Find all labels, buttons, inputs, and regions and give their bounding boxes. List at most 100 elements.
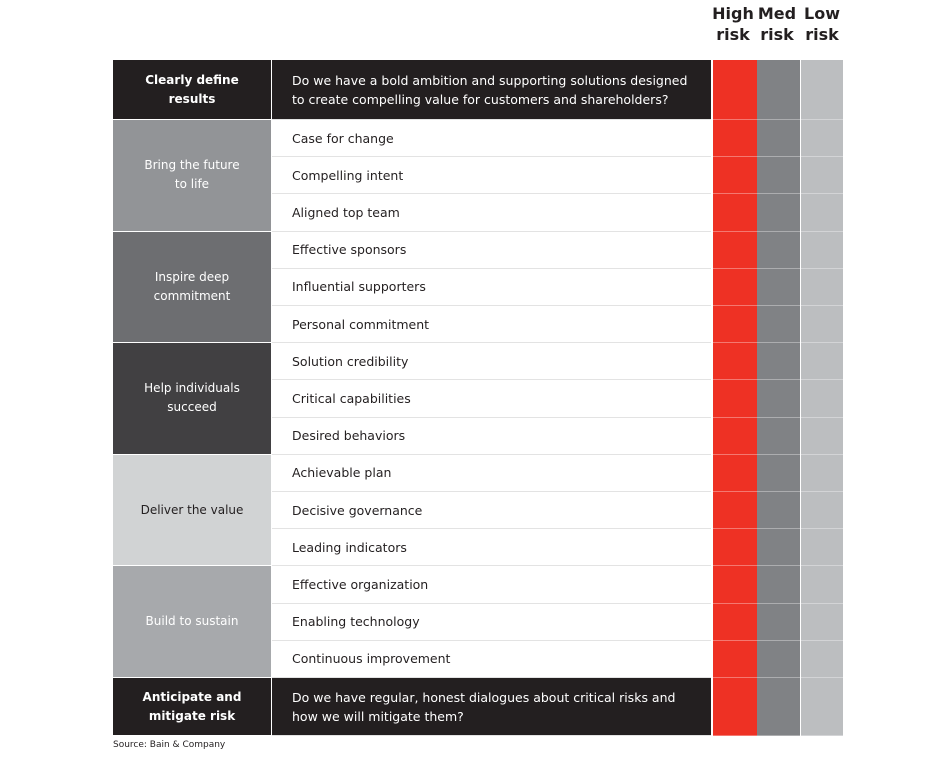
risk-cell-low: [801, 417, 843, 455]
risk-cell-low: [801, 231, 843, 269]
bottom-label-text: Anticipate and mitigate risk: [142, 689, 242, 723]
source-note: Source: Bain & Company: [113, 740, 226, 750]
risk-cell-low: [801, 492, 843, 530]
risk-cell-high: [713, 306, 757, 344]
header-low-risk: Low risk: [804, 4, 840, 44]
risk-cell-low: [801, 343, 843, 381]
criterion-row: Influential supporters: [272, 269, 711, 306]
risk-cell-med: [757, 306, 800, 344]
risk-cell-med: [757, 231, 800, 269]
criterion-row-text: Critical capabilities: [292, 390, 411, 406]
risk-cell-med: [757, 268, 800, 306]
risk-cell-med: [757, 60, 800, 120]
group-label: Build to sustain: [113, 566, 271, 678]
criterion-row-text: Effective organization: [292, 576, 429, 592]
risk-cell-high: [713, 492, 757, 530]
top-label: Clearly define results: [113, 60, 271, 120]
criterion-row-text: Influential supporters: [292, 279, 426, 295]
risk-cell-high: [713, 603, 757, 641]
group-label-text: Inspire deep commitment: [153, 269, 231, 303]
risk-cell-med: [757, 678, 800, 736]
risk-cell-low: [801, 60, 843, 120]
risk-cell-med: [757, 120, 800, 158]
risk-cell-high: [713, 529, 757, 567]
risk-cell-high: [713, 454, 757, 492]
criterion-row: Decisive governance: [272, 492, 711, 530]
criterion-row: Enabling technology: [272, 604, 711, 641]
criterion-row: Continuous improvement: [272, 641, 711, 678]
header-high-risk: High risk: [712, 4, 754, 44]
risk-cell-med: [757, 157, 800, 195]
criterion-row-text: Decisive governance: [292, 502, 423, 518]
criterion-row-text: Desired behaviors: [292, 428, 406, 444]
risk-cell-low: [801, 268, 843, 306]
bottom-question: Do we have regular, honest dialogues abo…: [272, 678, 711, 736]
risk-cell-low: [801, 120, 843, 158]
group-label: Deliver the value: [113, 454, 271, 567]
risk-cell-med: [757, 380, 800, 418]
criterion-row: Aligned top team: [272, 194, 711, 232]
risk-cell-high: [713, 268, 757, 306]
criterion-row-text: Continuous improvement: [292, 651, 451, 667]
top-question: Do we have a bold ambition and supportin…: [272, 60, 711, 120]
criterion-row-text: Compelling intent: [292, 167, 404, 183]
risk-cell-high: [713, 417, 757, 455]
group-label-text: Build to sustain: [145, 614, 239, 629]
criterion-row: Effective organization: [272, 566, 711, 604]
criterion-row: Achievable plan: [272, 455, 711, 492]
criterion-row: Personal commitment: [272, 306, 711, 344]
risk-cell-med: [757, 529, 800, 567]
criterion-row-text: Effective sponsors: [292, 242, 407, 258]
top-question-text: Do we have a bold ambition and supportin…: [292, 72, 688, 107]
criterion-row-text: Leading indicators: [292, 539, 407, 555]
top-label-text: Clearly define results: [145, 72, 239, 106]
risk-cell-high: [713, 157, 757, 195]
risk-cell-low: [801, 640, 843, 678]
risk-cell-med: [757, 417, 800, 455]
risk-cell-med: [757, 566, 800, 604]
header-med-risk: Med risk: [757, 4, 797, 44]
risk-cell-med: [757, 454, 800, 492]
criterion-row-text: Achievable plan: [292, 465, 392, 481]
risk-cell-high: [713, 231, 757, 269]
risk-cell-high: [713, 194, 757, 232]
criterion-row-text: Case for change: [292, 130, 394, 146]
risk-cell-low: [801, 454, 843, 492]
criterion-row: Solution credibility: [272, 343, 711, 381]
risk-cell-low: [801, 529, 843, 567]
risk-cell-low: [801, 603, 843, 641]
risk-cell-med: [757, 492, 800, 530]
risk-cell-med: [757, 640, 800, 678]
criterion-row-text: Enabling technology: [292, 614, 420, 630]
criterion-row-text: Aligned top team: [292, 204, 400, 220]
risk-cell-high: [713, 60, 757, 120]
risk-cell-low: [801, 380, 843, 418]
bottom-question-text: Do we have regular, honest dialogues abo…: [292, 689, 676, 724]
criterion-row-text: Solution credibility: [292, 353, 409, 369]
criterion-row: Leading indicators: [272, 529, 711, 567]
group-label: Bring the future to life: [113, 120, 271, 232]
risk-cell-high: [713, 566, 757, 604]
risk-cell-low: [801, 157, 843, 195]
bottom-label: Anticipate and mitigate risk: [113, 678, 271, 736]
risk-cell-high: [713, 120, 757, 158]
risk-cell-low: [801, 678, 843, 736]
risk-cell-high: [713, 678, 757, 736]
risk-cell-high: [713, 380, 757, 418]
group-label-text: Bring the future to life: [144, 158, 240, 192]
group-label-text: Deliver the value: [140, 502, 244, 517]
risk-cell-med: [757, 603, 800, 641]
criterion-row: Critical capabilities: [272, 380, 711, 418]
criterion-row: Case for change: [272, 120, 711, 158]
criterion-row: Effective sponsors: [272, 232, 711, 269]
group-label: Help individuals succeed: [113, 343, 271, 455]
risk-cell-med: [757, 343, 800, 381]
group-label-text: Help individuals succeed: [144, 381, 240, 415]
risk-cell-high: [713, 640, 757, 678]
criterion-row: Desired behaviors: [272, 418, 711, 455]
risk-cell-med: [757, 194, 800, 232]
risk-cell-low: [801, 566, 843, 604]
criterion-row-text: Personal commitment: [292, 316, 430, 332]
risk-cell-low: [801, 306, 843, 344]
